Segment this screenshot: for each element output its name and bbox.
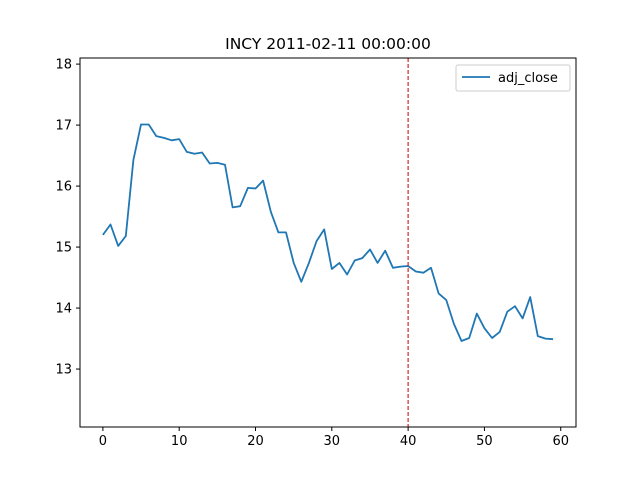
x-tick-label: 10: [171, 434, 188, 449]
x-tick-label: 0: [99, 434, 107, 449]
x-tick-label: 40: [400, 434, 417, 449]
series-line-adj-close: [102, 123, 554, 342]
y-tick-label: 13: [55, 363, 72, 378]
plot-area: 0 10 20 30 40 50 60 13 14 15 16 17 18: [55, 57, 577, 449]
y-tick-label: 14: [55, 302, 72, 317]
y-tick-label: 18: [55, 58, 72, 73]
x-tick-label: 20: [247, 434, 264, 449]
x-tick-label: 50: [476, 434, 493, 449]
chart-title: INCY 2011-02-11 00:00:00: [225, 35, 431, 53]
legend: adj_close: [455, 64, 571, 92]
y-tick-label: 17: [55, 119, 72, 134]
y-tick-label: 16: [55, 180, 72, 195]
legend-label-adj-close: adj_close: [498, 71, 558, 86]
x-tick-label: 30: [324, 434, 341, 449]
y-tick-label: 15: [55, 241, 72, 256]
legend-box: [455, 64, 571, 92]
axes-frame: [79, 57, 577, 428]
x-tick-label: 60: [552, 434, 569, 449]
